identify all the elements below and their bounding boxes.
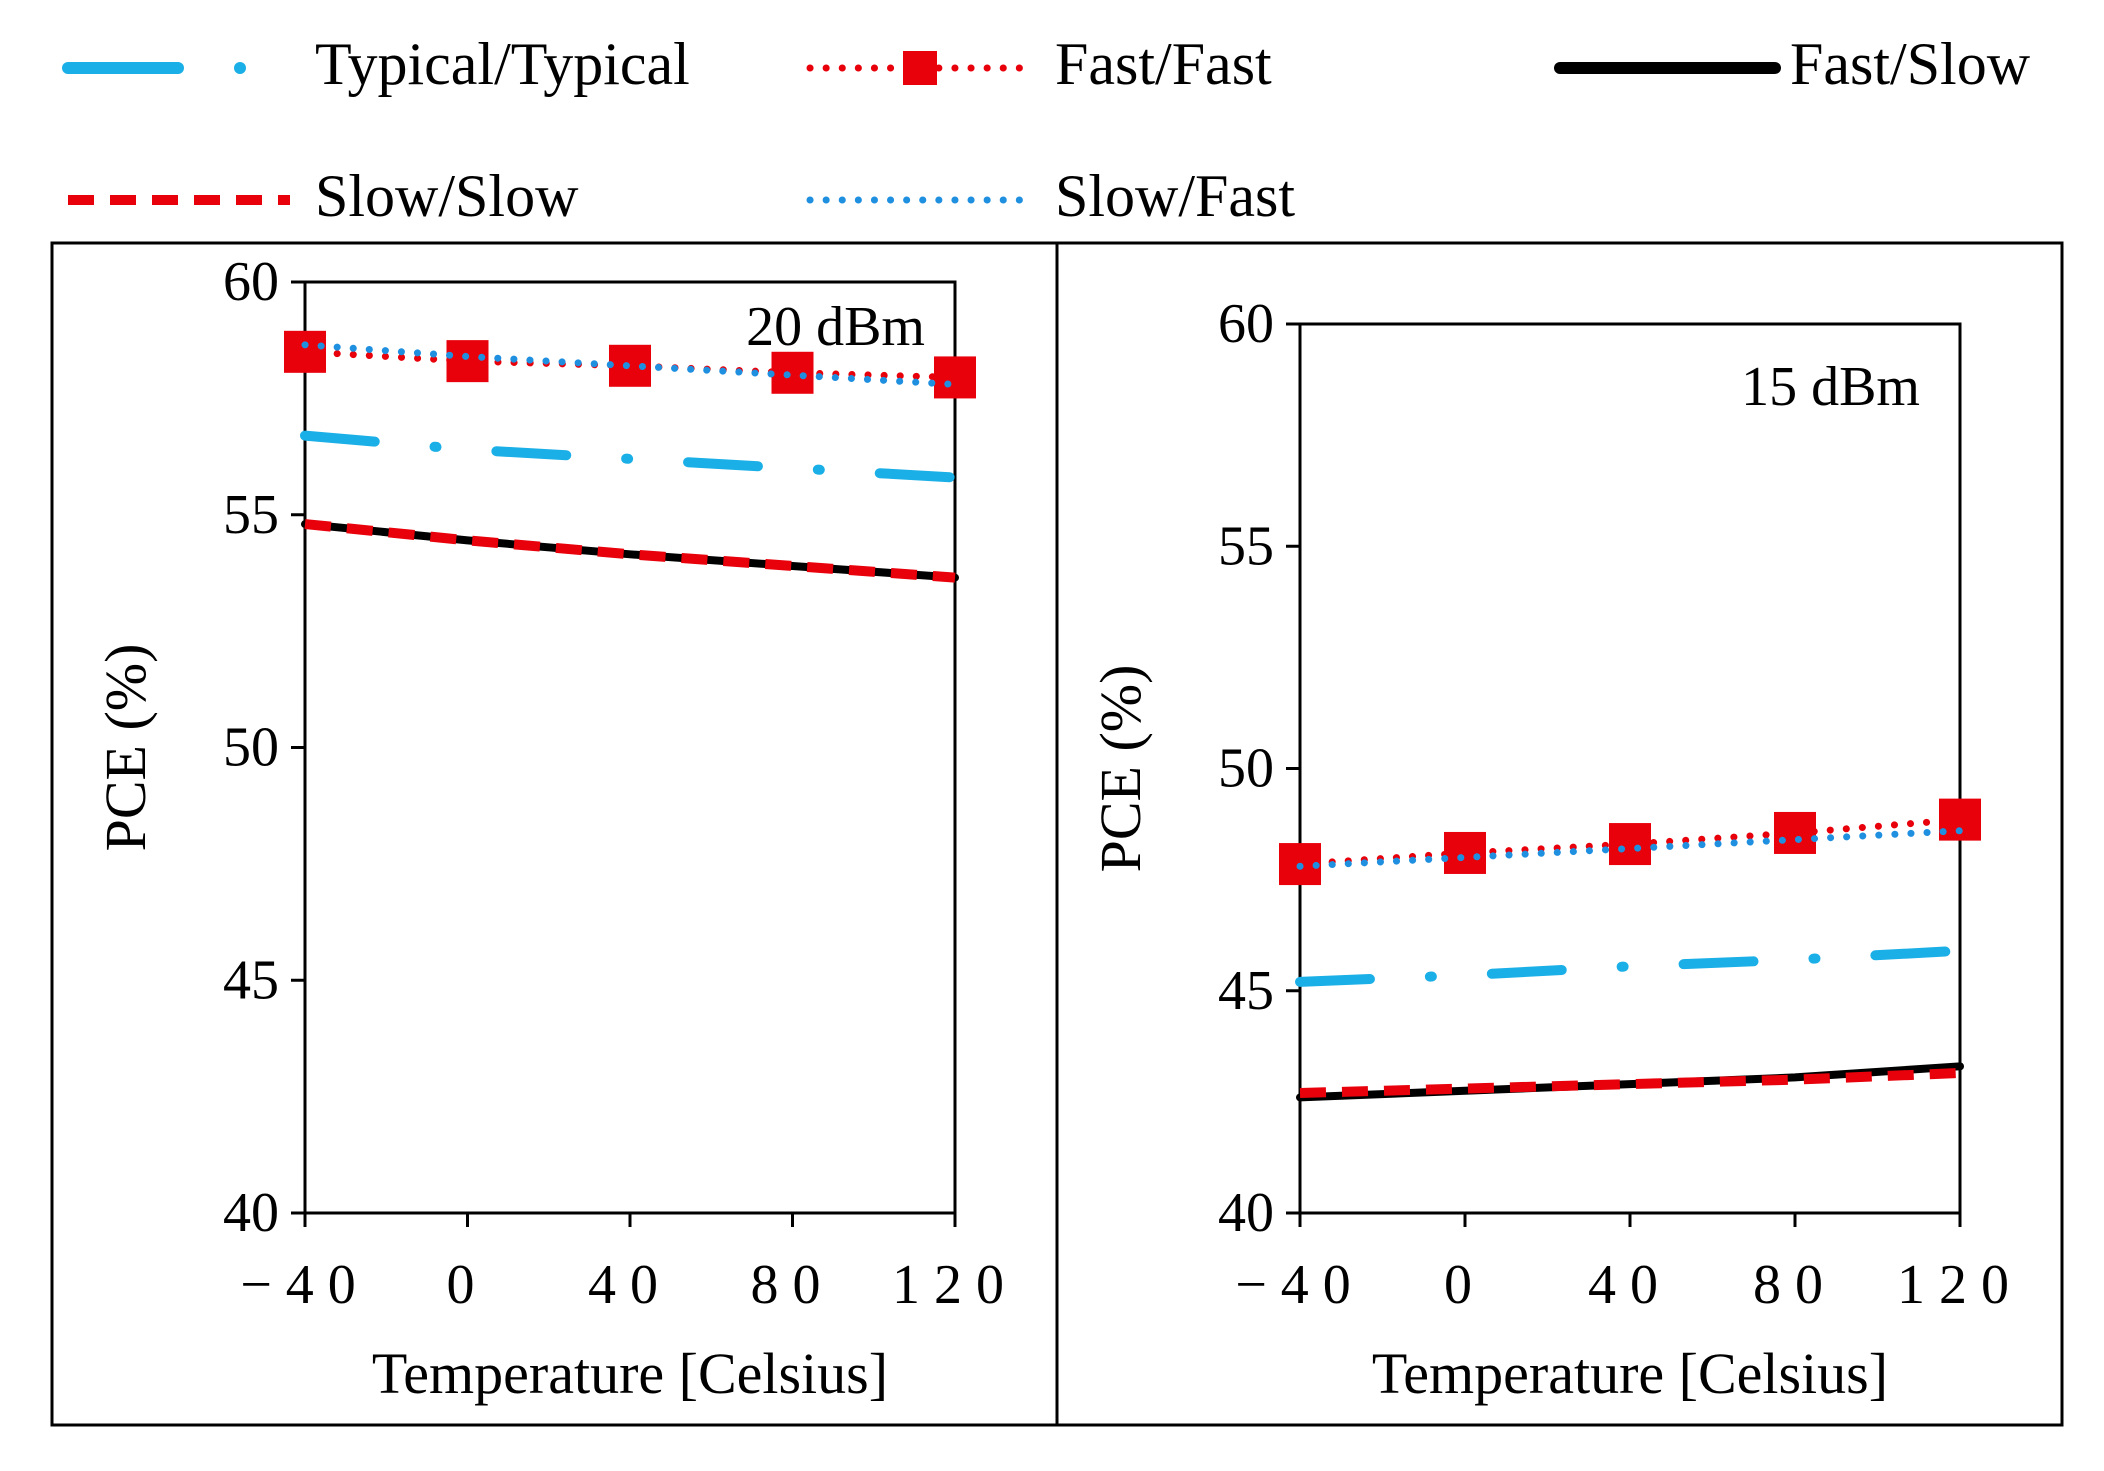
y-tick-label: 60	[1218, 293, 1274, 355]
y-tick-label: 50	[223, 717, 279, 779]
series-line-slow-slow	[304, 519, 956, 583]
power-annotation: 20 dBm	[746, 296, 925, 358]
y-tick-label: 40	[223, 1182, 279, 1244]
series-slow-slow	[304, 519, 956, 583]
x-tick-label: −40	[1235, 1254, 1365, 1316]
y-tick-label: 50	[1218, 738, 1274, 800]
y-tick-label: 55	[223, 484, 279, 546]
power-annotation: 15 dBm	[1741, 356, 1920, 418]
legend: Typical/Typical Fast/Fast Fast/Slow Slow/Sl…	[62, 31, 2031, 229]
series-typical-typical	[300, 430, 960, 483]
series-slow-fast	[1296, 827, 1964, 870]
legend-item-typical-typical: Typical/Typical	[62, 31, 690, 97]
panel-frame-right	[1055, 241, 2064, 1427]
series-line-typical-typical	[1295, 945, 1965, 987]
x-tick-label: 0	[447, 1254, 489, 1316]
series-fast-fast	[1279, 798, 1981, 886]
data-point-marker	[284, 330, 326, 373]
y-tick-label: 60	[223, 251, 279, 313]
legend-label: Typical/Typical	[315, 31, 690, 97]
plot-area	[303, 280, 957, 1215]
legend-item-slow-fast: Slow/Fast	[806, 163, 1295, 229]
legend-label: Slow/Fast	[1055, 163, 1295, 229]
legend-item-fast-slow: Fast/Slow	[1554, 31, 2031, 97]
data-point-marker	[771, 351, 814, 394]
legend-square-marker	[903, 51, 937, 85]
legend-item-fast-fast: Fast/Fast	[806, 31, 1272, 97]
x-axis-label: Temperature [Celsius]	[372, 1341, 888, 1406]
legend-item-slow-slow: Slow/Slow	[68, 163, 579, 229]
legend-swatch-dot	[234, 62, 246, 74]
legend-label: Fast/Slow	[1790, 31, 2031, 97]
legend-label: Fast/Fast	[1055, 31, 1272, 97]
y-tick-label: 45	[223, 949, 279, 1011]
x-tick-label: 40	[588, 1254, 672, 1316]
legend-label: Slow/Slow	[315, 163, 579, 229]
y-axis-label: PCE (%)	[93, 644, 158, 852]
panel-frame-left	[50, 241, 1059, 1427]
x-tick-label: 0	[1444, 1254, 1486, 1316]
data-point-marker	[1774, 811, 1816, 854]
x-tick-label: 120	[892, 1254, 1018, 1316]
y-axis-label: PCE (%)	[1088, 665, 1153, 873]
series-line-typical-typical	[300, 430, 960, 483]
y-tick-label: 40	[1218, 1182, 1274, 1244]
y-tick-label: 55	[1218, 515, 1274, 577]
x-axis-label: Temperature [Celsius]	[1372, 1341, 1888, 1406]
y-tick-label: 45	[1218, 960, 1274, 1022]
x-tick-label: 120	[1897, 1254, 2023, 1316]
x-tick-label: 40	[1588, 1254, 1672, 1316]
series-slow-slow	[1299, 1067, 1961, 1098]
series-line-fast-fast	[1296, 816, 1964, 868]
series-line-slow-fast	[1296, 827, 1964, 870]
series-line-slow-slow	[1299, 1067, 1961, 1098]
data-point-marker	[1444, 831, 1486, 874]
data-point-marker	[934, 356, 976, 399]
x-tick-label: 80	[751, 1254, 835, 1316]
data-point-marker	[446, 340, 489, 383]
data-point-marker	[1609, 823, 1651, 866]
x-tick-label: 80	[1753, 1254, 1837, 1316]
x-tick-label: −40	[240, 1254, 370, 1316]
series-typical-typical	[1295, 945, 1965, 987]
